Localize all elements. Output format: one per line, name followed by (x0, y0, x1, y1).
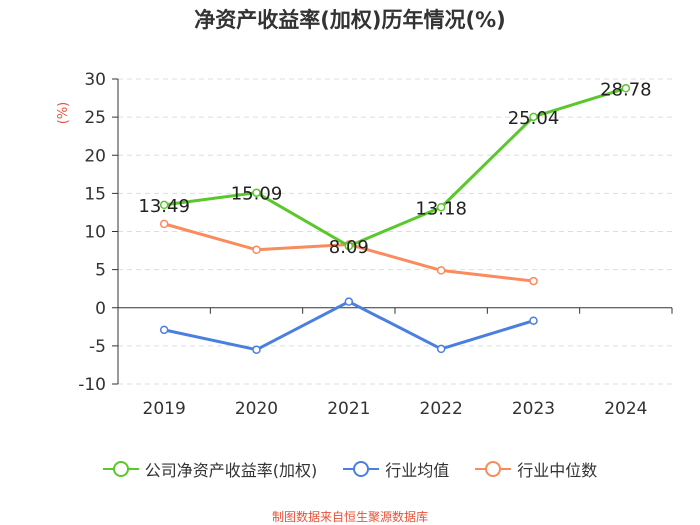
x-tick-label: 2021 (327, 399, 370, 419)
data-point (529, 112, 538, 122)
x-tick-label: 2023 (512, 399, 555, 419)
data-point (621, 84, 631, 93)
data-label: 25.04 (508, 108, 560, 129)
data-label: 13.49 (138, 196, 190, 217)
x-tick-label: 2019 (143, 399, 186, 419)
data-label: 15.09 (231, 184, 283, 205)
y-axis-label: (%) (56, 102, 71, 125)
chart-title: 净资产收益率(加权)历年情况(%) (194, 8, 506, 32)
legend-label-industry-median: 行业中位数 (517, 461, 598, 480)
y-tick-label: 10 (84, 223, 106, 243)
legend-marker-company-roe (102, 461, 139, 477)
legend-label-company-roe: 公司净资产收益率(加权) (144, 461, 318, 480)
y-tick-label: 20 (84, 146, 106, 166)
series-line (163, 300, 534, 352)
x-tick-label: 2022 (420, 399, 463, 419)
data-point (159, 325, 169, 335)
data-label: 13.18 (415, 198, 467, 219)
data-point (252, 188, 261, 197)
data-point (529, 276, 538, 286)
data-point (529, 316, 538, 325)
legend-item-industry-median[interactable]: 行业中位数 (475, 457, 597, 481)
data-point (344, 297, 354, 306)
legend-item-industry-mean[interactable]: 行业均值 (343, 457, 449, 481)
legend-label-industry-mean: 行业均值 (385, 461, 450, 480)
legend-marker-industry-mean (343, 461, 380, 477)
legend: 公司净资产收益率(加权) 行业均值 行业中位数 (0, 457, 700, 481)
data-point (344, 241, 354, 251)
data-point (436, 344, 446, 354)
data-point (159, 200, 169, 210)
y-tick-label: 5 (95, 261, 106, 281)
y-tick-label: 30 (84, 70, 106, 90)
x-tick-label: 2020 (235, 399, 278, 419)
series-line (163, 86, 627, 248)
y-tick-label: 25 (84, 108, 106, 128)
data-point (436, 266, 446, 275)
data-point (159, 219, 169, 229)
source-footer: 制图数据来自恒生聚源数据库 (271, 510, 428, 524)
legend-item-company-roe[interactable]: 公司净资产收益率(加权) (102, 457, 318, 481)
data-label: 8.09 (329, 237, 369, 258)
y-tick-label: 15 (84, 184, 106, 204)
data-point (252, 245, 261, 255)
data-label: 28.78 (600, 79, 652, 100)
y-tick-label: 0 (95, 299, 106, 319)
x-tick-label: 2024 (604, 399, 647, 419)
y-tick-label: -10 (78, 375, 106, 395)
data-point (436, 203, 446, 212)
legend-marker-industry-median (475, 461, 512, 477)
y-tick-label: -5 (89, 337, 106, 357)
data-point (252, 345, 261, 354)
